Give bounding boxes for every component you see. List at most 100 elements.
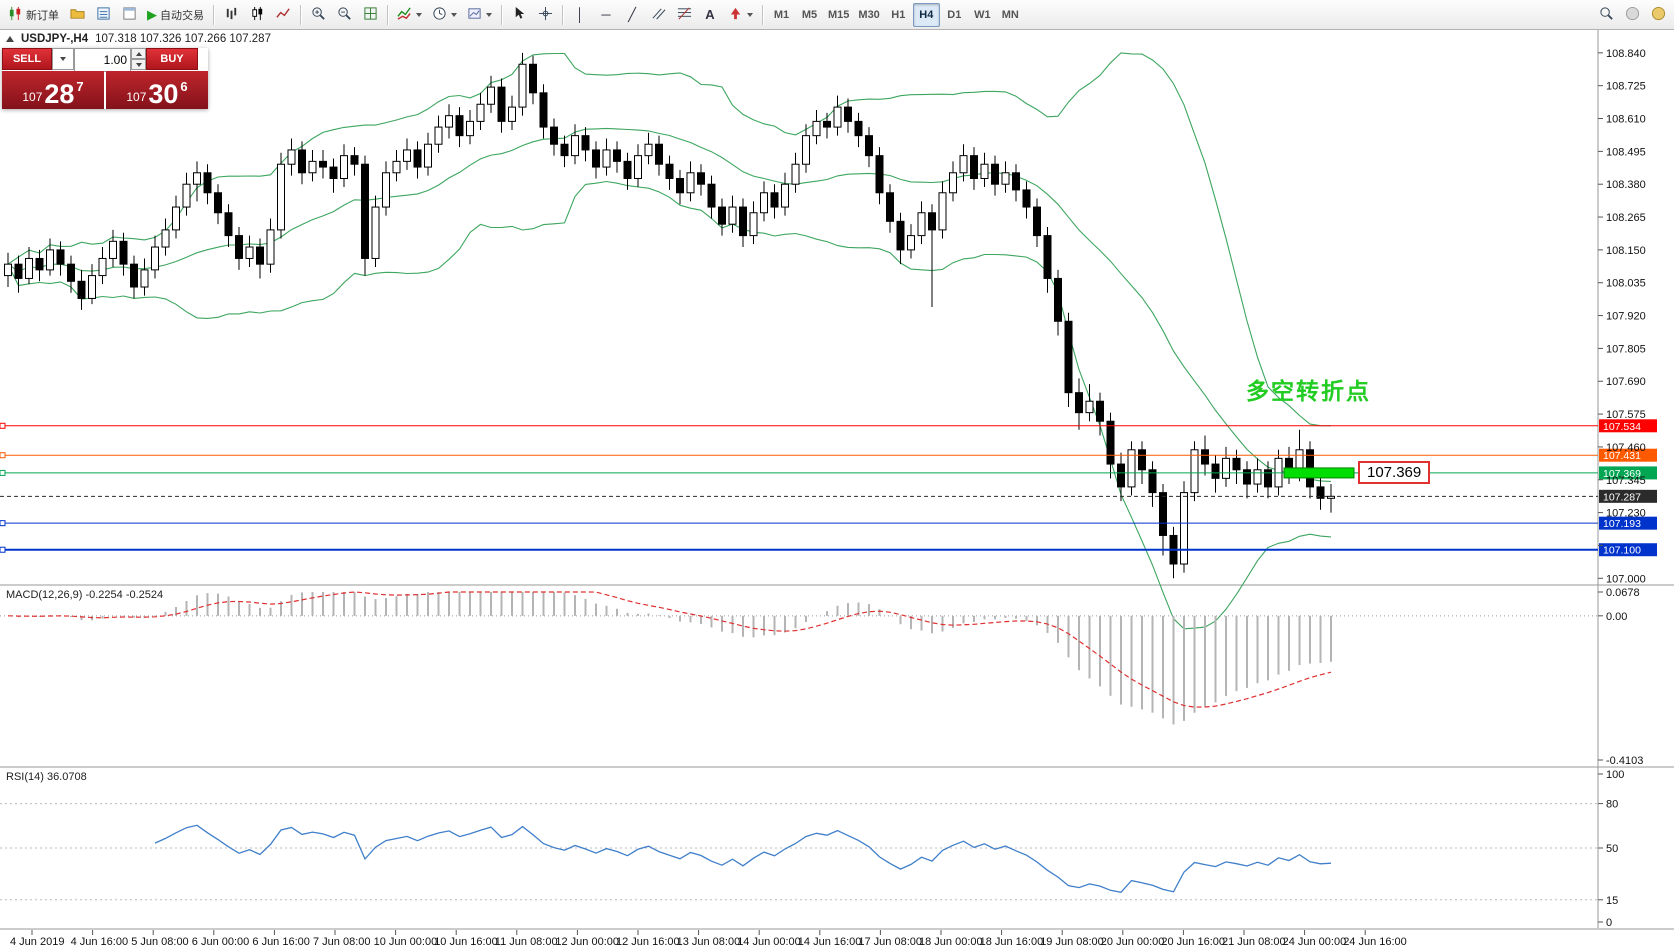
svg-text:24 Jun 16:00: 24 Jun 16:00 [1343, 936, 1407, 948]
svg-text:18 Jun 00:00: 18 Jun 00:00 [919, 936, 983, 948]
horizontal-line-button[interactable]: ─ [594, 3, 618, 27]
timeframe-m30-button[interactable]: M30 [854, 3, 883, 27]
svg-text:107.369: 107.369 [1603, 468, 1641, 480]
indicators-icon [397, 6, 412, 24]
timeframe-d1-button[interactable]: D1 [941, 3, 968, 27]
one-click-expand-icon[interactable] [6, 36, 14, 42]
buy-price-button[interactable]: 107 30 6 [106, 71, 208, 109]
svg-text:108.725: 108.725 [1606, 81, 1646, 93]
candlestick-chart-button[interactable] [245, 3, 269, 27]
volume-down-button[interactable] [131, 59, 146, 70]
svg-text:-0.4103: -0.4103 [1606, 755, 1643, 767]
templates-button[interactable] [463, 3, 496, 27]
new-order-button[interactable]: 新订单 [4, 3, 63, 27]
svg-text:6 Jun 16:00: 6 Jun 16:00 [252, 936, 310, 948]
tile-windows-button[interactable] [358, 3, 382, 27]
timeframe-m1-button[interactable]: M1 [768, 3, 795, 27]
sell-button[interactable]: SELL [2, 48, 52, 70]
timeframe-w1-button[interactable]: W1 [969, 3, 996, 27]
market-watch-button[interactable] [91, 3, 115, 27]
svg-text:0.0678: 0.0678 [1606, 587, 1640, 599]
volume-input[interactable] [74, 48, 131, 72]
vertical-line-icon: │ [575, 7, 585, 22]
community-button[interactable] [1646, 3, 1670, 27]
svg-text:107.000: 107.000 [1606, 573, 1646, 585]
candles-layer [4, 52, 1335, 579]
timeframe-m5-button[interactable]: M5 [796, 3, 823, 27]
trendline-button[interactable]: ╱ [620, 3, 644, 27]
macd-histogram [17, 592, 1332, 725]
time-axis[interactable]: 4 Jun 2019 4 Jun 16:00 5 Jun 08:00 6 Jun 00… [10, 930, 1407, 948]
search-button[interactable] [1594, 3, 1618, 27]
svg-text:14 Jun 16:00: 14 Jun 16:00 [798, 936, 862, 948]
channel-button[interactable] [646, 3, 670, 27]
price-axis[interactable] [1598, 30, 1674, 928]
search-icon [1599, 6, 1614, 24]
svg-text:6 Jun 00:00: 6 Jun 00:00 [192, 936, 250, 948]
timeframe-h1-button[interactable]: H1 [885, 3, 912, 27]
macd-indicator-label: MACD(12,26,9) -0.2254 -0.2524 [6, 589, 164, 601]
svg-text:107.575: 107.575 [1606, 409, 1646, 421]
line-anchor-handle[interactable] [0, 546, 6, 553]
cursor-button[interactable] [507, 3, 531, 27]
zoom-in-button[interactable] [306, 3, 330, 27]
line-anchor-handle[interactable] [0, 452, 6, 459]
timeframe-h4-button[interactable]: H4 [912, 2, 940, 27]
svg-text:5 Jun 08:00: 5 Jun 08:00 [131, 936, 189, 948]
ohlc-values: 107.318 107.326 107.266 107.287 [95, 33, 271, 45]
template-icon [467, 6, 482, 24]
svg-text:107.100: 107.100 [1603, 545, 1641, 557]
price-tag-107.534 [1599, 419, 1657, 433]
zoom-out-button[interactable] [332, 3, 356, 27]
order-type-dropdown[interactable] [52, 48, 74, 70]
toolbar: 新订单 ▶ 自动交易 [0, 0, 1674, 30]
buy-price-sup: 6 [180, 79, 188, 94]
svg-text:0.00: 0.00 [1606, 611, 1627, 623]
bollinger-bands [7, 52, 1332, 630]
timeframe-mn-button[interactable]: MN [997, 3, 1024, 27]
svg-text:4 Jun 16:00: 4 Jun 16:00 [71, 936, 129, 948]
line-anchor-handle[interactable] [0, 469, 6, 476]
sell-price-prefix: 107 [22, 90, 43, 104]
sell-price-button[interactable]: 107 28 7 [2, 71, 104, 109]
line-anchor-handle[interactable] [0, 422, 6, 429]
autotrading-button[interactable]: ▶ 自动交易 [143, 3, 208, 27]
price-flag-107369[interactable]: 107.369 [1358, 461, 1431, 484]
volume-up-button[interactable] [131, 48, 146, 59]
svg-text:107.534: 107.534 [1603, 421, 1641, 433]
price-tag-107.100 [1599, 543, 1657, 557]
rsi-indicator-label: RSI(14) 36.0708 [6, 771, 87, 783]
symbol-period-label: USDJPY-,H4 [21, 33, 89, 45]
price-tag-107.287 [1599, 489, 1657, 503]
crosshair-button[interactable] [533, 3, 557, 27]
svg-text:108.840: 108.840 [1606, 48, 1646, 60]
fibonacci-button[interactable] [672, 3, 696, 27]
periods-button[interactable] [428, 3, 461, 27]
timeframe-m15-button[interactable]: M15 [824, 3, 853, 27]
text-button[interactable]: A [698, 3, 722, 27]
line-chart-button[interactable] [271, 3, 295, 27]
text-icon: A [705, 7, 715, 22]
line-anchor-handle[interactable] [0, 520, 6, 527]
data-window-button[interactable] [117, 3, 141, 27]
toolbar-right-group [1594, 3, 1670, 27]
turning-point-highlight-segment[interactable] [1283, 467, 1355, 479]
macd-signal-line [7, 591, 1332, 708]
svg-text:21 Jun 08:00: 21 Jun 08:00 [1222, 936, 1286, 948]
trade-panel-top-row: SELL BUY [2, 48, 208, 72]
profiles-button[interactable] [65, 3, 89, 27]
bar-chart-icon [224, 6, 239, 24]
vertical-line-button[interactable]: │ [568, 3, 592, 27]
arrow-tools-button[interactable] [724, 3, 757, 27]
fibonacci-icon [677, 6, 692, 24]
help-icon [1625, 6, 1640, 24]
bar-chart-button[interactable] [219, 3, 243, 27]
help-button[interactable] [1620, 3, 1644, 27]
indicators-button[interactable] [393, 3, 426, 27]
svg-text:11 Jun 08:00: 11 Jun 08:00 [495, 936, 558, 948]
rsi-line [154, 824, 1332, 894]
buy-button[interactable]: BUY [146, 48, 198, 70]
new-order-label: 新订单 [26, 9, 59, 22]
